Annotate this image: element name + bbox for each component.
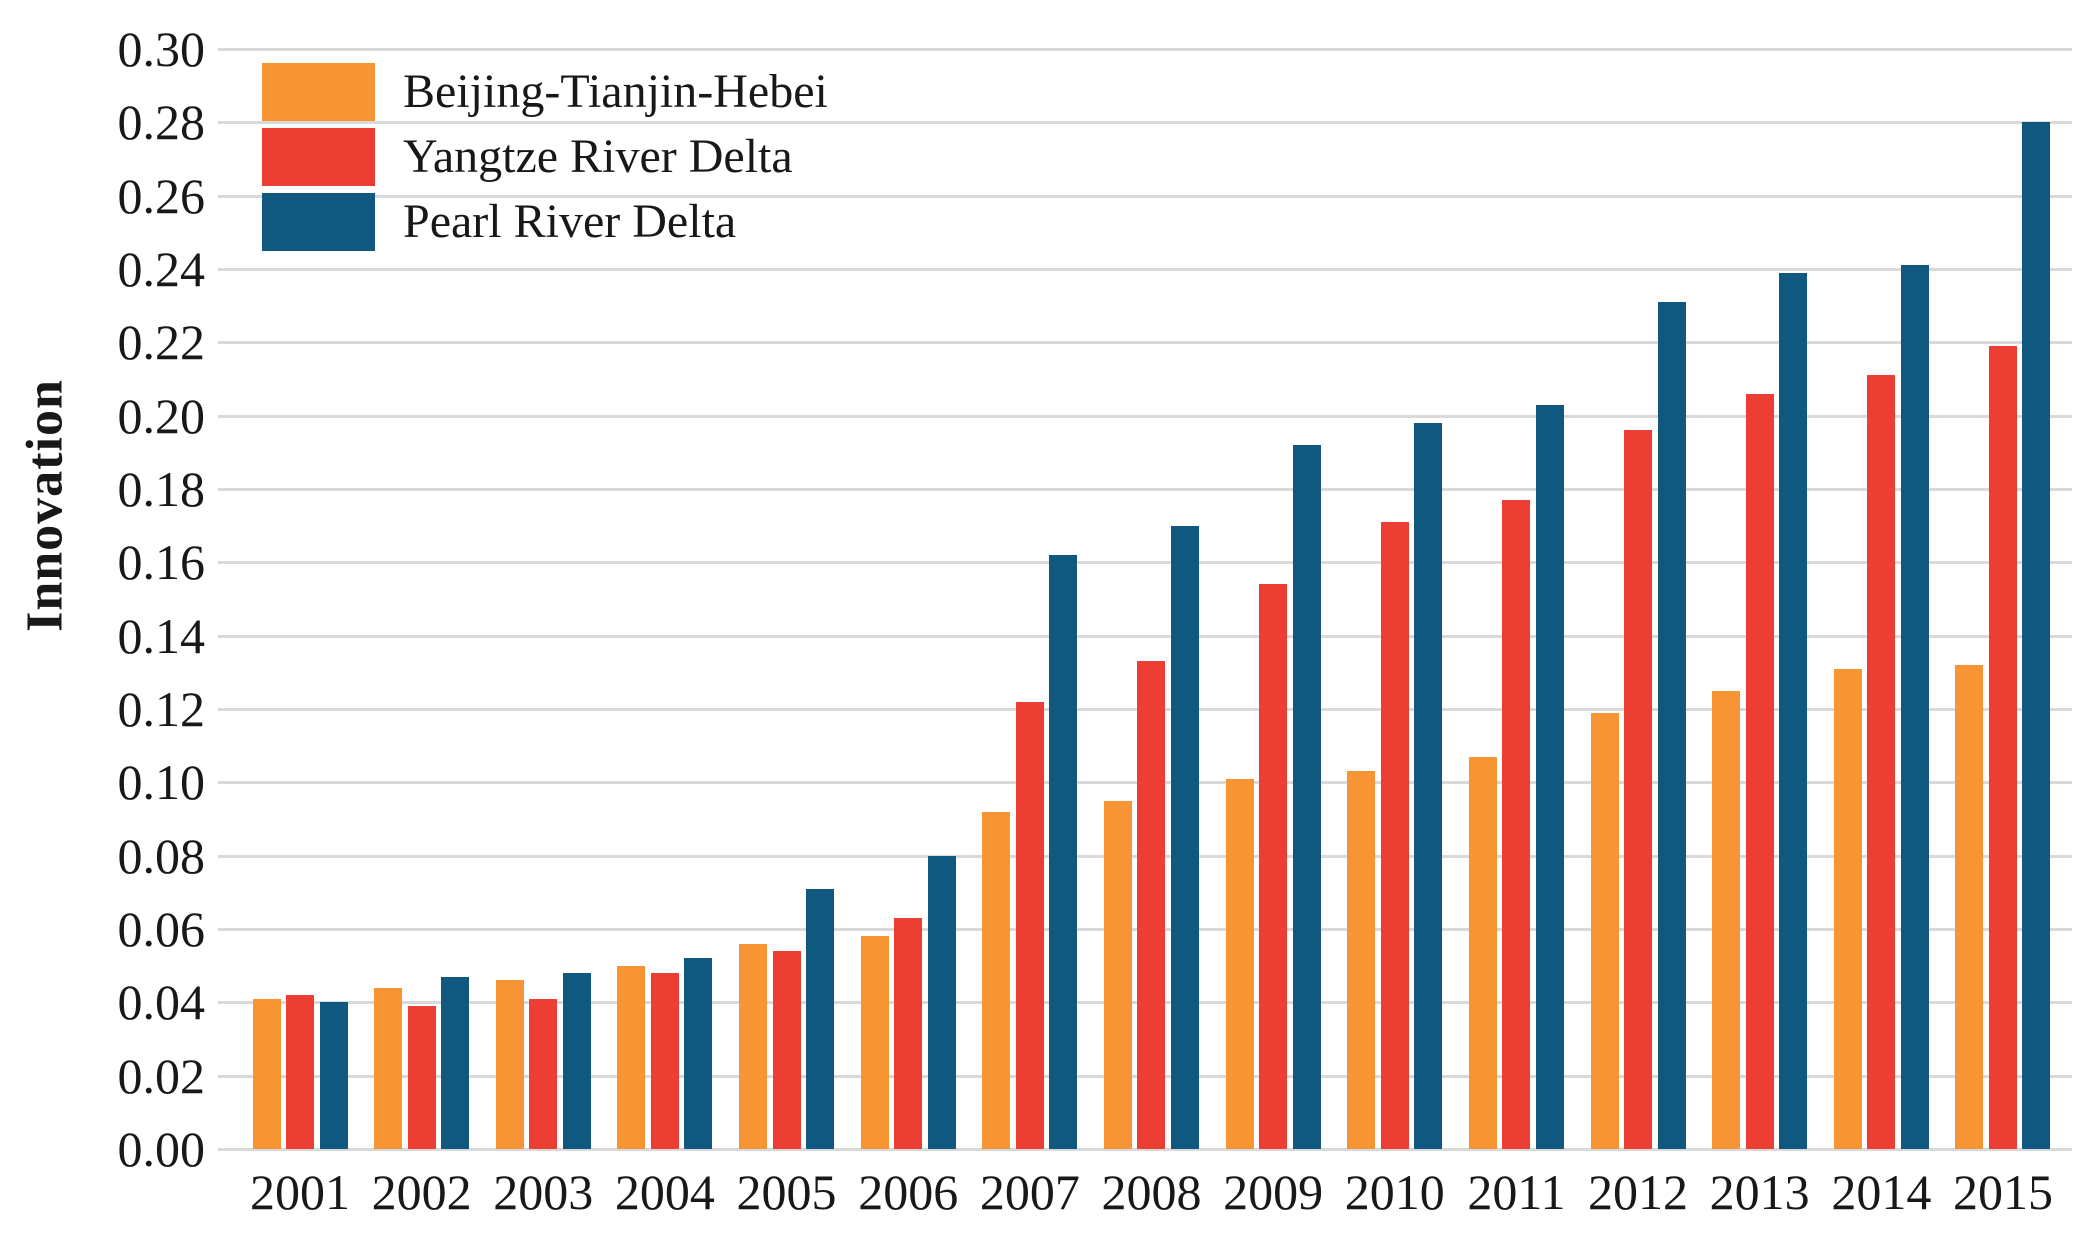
bar-2001-series-2	[319, 1002, 348, 1149]
legend: Beijing-Tianjin-Hebei Yangtze River Delt…	[262, 63, 828, 258]
x-axis-tick-label: 2003	[493, 1164, 594, 1220]
bar-2006-series-0	[860, 936, 889, 1149]
bar-2013-series-1	[1745, 393, 1774, 1149]
bar-2010-series-2	[1414, 423, 1443, 1149]
x-axis-tick-label: 2015	[1952, 1164, 2053, 1220]
y-axis-tick-label: 0.02	[117, 1047, 206, 1104]
bar-2004-series-0	[617, 965, 646, 1149]
bar-2011-series-0	[1468, 756, 1497, 1149]
bar-2015-series-2	[2022, 122, 2051, 1149]
y-axis-tick-label: 0.12	[117, 681, 206, 738]
y-axis-tick-label: 0.10	[117, 754, 206, 811]
x-axis-tick-label: 2004	[614, 1164, 715, 1220]
gridline	[218, 561, 2072, 565]
y-axis-tick-label: 0.22	[117, 314, 206, 371]
y-axis-tick-label: 0.16	[117, 534, 206, 591]
gridline	[218, 121, 2072, 125]
bar-2006-series-2	[927, 855, 956, 1149]
bar-2004-series-2	[684, 958, 713, 1149]
bar-2015-series-1	[1988, 346, 2017, 1149]
legend-item: Yangtze River Delta	[262, 128, 828, 186]
legend-swatch-red-icon	[262, 128, 375, 186]
gridline	[218, 414, 2072, 418]
bar-2014-series-2	[1900, 265, 1929, 1149]
x-axis-tick-label: 2001	[250, 1164, 350, 1220]
bar-2001-series-0	[252, 998, 281, 1149]
bar-2007-series-1	[1015, 701, 1044, 1149]
x-axis-tick-label: 2009	[1223, 1164, 1324, 1220]
gridline	[218, 194, 2072, 198]
legend-item: Beijing-Tianjin-Hebei	[262, 63, 828, 121]
bar-2008-series-1	[1137, 661, 1166, 1149]
y-axis-tick-label: 0.30	[117, 21, 206, 78]
x-axis-tick-label: 2006	[858, 1164, 959, 1220]
bar-2012-series-1	[1624, 430, 1653, 1149]
bar-2002-series-1	[407, 1006, 436, 1149]
gridline	[218, 488, 2072, 492]
y-axis-tick-label: 0.20	[117, 387, 206, 444]
x-axis-tick-label: 2008	[1101, 1164, 1202, 1220]
bar-2007-series-0	[982, 811, 1011, 1149]
bar-2014-series-1	[1867, 375, 1896, 1149]
y-axis-tick-label: 0.00	[117, 1121, 206, 1177]
gridline	[218, 48, 2072, 52]
bar-2008-series-2	[1170, 525, 1199, 1149]
x-axis-tick-label: 2011	[1467, 1164, 1566, 1220]
bar-2012-series-0	[1590, 712, 1619, 1149]
legend-item: Pearl River Delta	[262, 193, 828, 251]
bar-2002-series-2	[441, 976, 470, 1149]
gridline	[218, 634, 2072, 638]
y-axis-tick-label: 0.06	[117, 901, 206, 957]
y-axis-tick-label: 0.04	[117, 974, 206, 1031]
legend-swatch-orange-icon	[262, 63, 375, 121]
y-axis-tick-label: 0.14	[117, 607, 206, 664]
x-axis-tick-label: 2005	[736, 1164, 837, 1220]
y-axis-tick-label: 0.08	[117, 827, 206, 884]
legend-label: Beijing-Tianjin-Hebei	[403, 65, 828, 118]
legend-label: Yangtze River Delta	[403, 130, 793, 183]
bar-2015-series-0	[1955, 665, 1984, 1149]
bar-2003-series-2	[562, 973, 591, 1149]
y-axis-tick-label: 0.24	[117, 241, 206, 298]
bar-2014-series-0	[1833, 668, 1862, 1149]
bar-2013-series-0	[1712, 690, 1741, 1149]
bar-2003-series-1	[529, 998, 558, 1149]
x-axis-tick-label: 2002	[371, 1164, 472, 1220]
x-axis-tick-label: 2007	[979, 1164, 1080, 1220]
x-axis-tick-label: 2013	[1709, 1164, 1810, 1220]
bar-2005-series-2	[806, 888, 835, 1149]
x-axis-tick-label: 2014	[1831, 1164, 1932, 1220]
bar-2006-series-1	[894, 918, 923, 1149]
bar-2011-series-2	[1535, 404, 1564, 1149]
bar-2004-series-1	[650, 973, 679, 1149]
gridline	[218, 1148, 2072, 1151]
bar-2013-series-2	[1779, 272, 1808, 1149]
bar-2009-series-1	[1259, 584, 1288, 1149]
bar-2010-series-1	[1380, 522, 1409, 1149]
bar-2011-series-1	[1502, 500, 1531, 1149]
legend-swatch-blue-icon	[262, 193, 375, 251]
y-axis-tick-label: 0.18	[117, 461, 206, 518]
gridline	[218, 341, 2072, 345]
bar-2009-series-2	[1292, 445, 1321, 1149]
legend-label: Pearl River Delta	[403, 195, 737, 248]
bar-2003-series-0	[495, 980, 524, 1149]
y-axis-tick-label: 0.28	[117, 94, 206, 151]
bar-2001-series-1	[286, 995, 314, 1149]
x-axis-tick-label: 2012	[1588, 1164, 1689, 1220]
bar-2009-series-0	[1225, 778, 1254, 1149]
x-axis-tick-label: 2010	[1344, 1164, 1445, 1220]
bar-2005-series-1	[772, 951, 801, 1149]
bar-2002-series-0	[374, 987, 403, 1149]
bar-2007-series-2	[1049, 555, 1078, 1149]
gridline	[218, 268, 2072, 272]
bar-2008-series-0	[1103, 800, 1132, 1149]
bar-2005-series-0	[739, 943, 768, 1149]
y-axis-tick-label: 0.26	[117, 167, 206, 224]
bar-2010-series-0	[1347, 771, 1376, 1149]
bar-2012-series-2	[1657, 302, 1686, 1149]
